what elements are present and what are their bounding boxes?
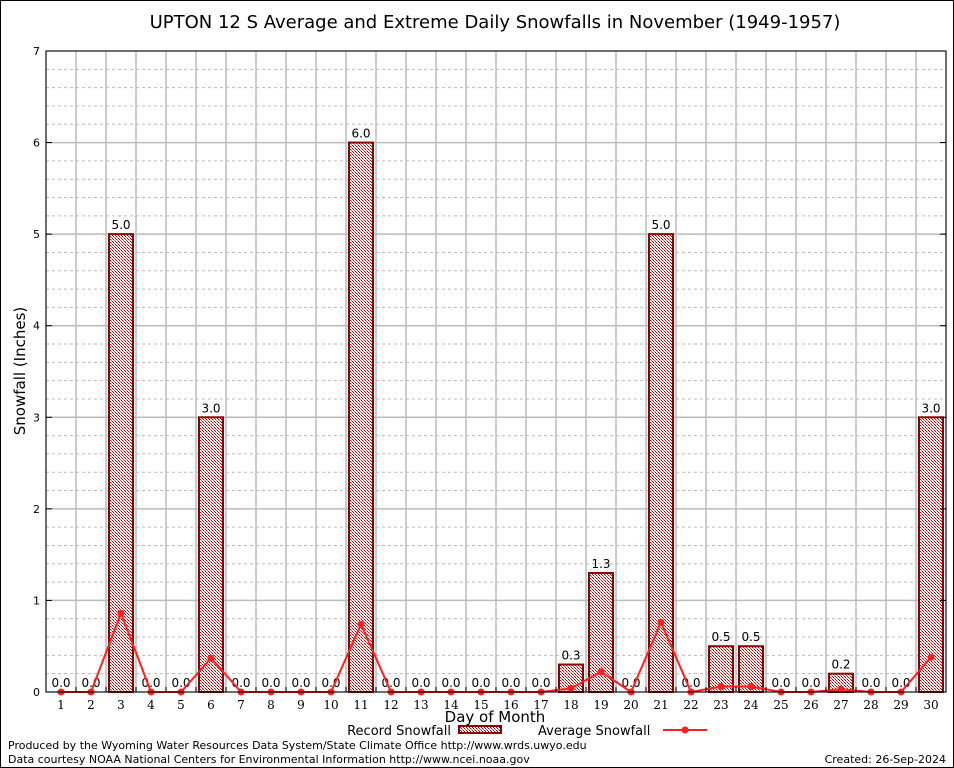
data-label: 0.0 <box>771 676 790 690</box>
chart-title: UPTON 12 S Average and Extreme Daily Sno… <box>150 12 841 33</box>
footer-created: Created: 26-Sep-2024 <box>824 753 946 766</box>
y-tick-label: 3 <box>33 411 40 424</box>
x-tick-label: 23 <box>713 698 728 712</box>
bar-record <box>108 233 134 693</box>
point-average <box>747 683 755 691</box>
data-label: 0.0 <box>261 676 280 690</box>
data-label: 0.0 <box>861 676 880 690</box>
point-average <box>357 620 365 628</box>
data-label: 0.5 <box>741 630 760 644</box>
x-tick-label: 30 <box>923 698 938 712</box>
point-average <box>837 685 845 693</box>
x-tick-label: 5 <box>177 698 185 712</box>
x-tick-label: 9 <box>297 698 305 712</box>
x-tick-label: 18 <box>563 698 578 712</box>
x-tick-label: 20 <box>623 698 638 712</box>
data-label: 0.0 <box>471 676 490 690</box>
x-tick-label: 10 <box>323 698 338 712</box>
legend: Record Snowfall Average Snowfall <box>347 724 707 739</box>
x-tick-label: 12 <box>383 698 398 712</box>
x-tick-label: 19 <box>593 698 608 712</box>
legend-swatch-record <box>458 725 502 734</box>
x-tick-label: 25 <box>773 698 788 712</box>
data-label: 3.0 <box>921 401 940 415</box>
footer-produced: Produced by the Wyoming Water Resources … <box>8 739 587 752</box>
x-tick-label: 13 <box>413 698 428 712</box>
y-tick-label: 5 <box>33 228 40 241</box>
data-label: 3.0 <box>201 401 220 415</box>
data-label: 0.2 <box>831 658 850 672</box>
data-label: 0.0 <box>801 676 820 690</box>
y-tick-label: 6 <box>33 137 40 150</box>
y-axis-label: Snowfall (Inches) <box>11 307 29 435</box>
legend-label-average: Average Snowfall <box>538 724 650 739</box>
y-tick-label: 7 <box>33 45 40 58</box>
x-tick-label: 14 <box>443 698 459 712</box>
x-tick-label: 7 <box>237 698 245 712</box>
x-tick-label: 15 <box>473 698 488 712</box>
point-average <box>657 618 665 626</box>
y-tick-label: 1 <box>33 594 40 607</box>
y-tick-label: 4 <box>33 320 40 333</box>
x-tick-label: 29 <box>893 698 908 712</box>
x-tick-label: 8 <box>267 698 275 712</box>
x-tick-label: 2 <box>87 698 95 712</box>
x-tick-label: 16 <box>503 698 518 712</box>
y-tick-label: 0 <box>33 686 40 699</box>
x-tick-label: 22 <box>683 698 698 712</box>
data-label: 0.0 <box>291 676 310 690</box>
x-tick-label: 24 <box>743 698 759 712</box>
data-label: 0.0 <box>141 676 160 690</box>
point-average <box>567 684 575 692</box>
x-tick-label: 17 <box>533 698 548 712</box>
data-label: 0.0 <box>501 676 520 690</box>
footer-courtesy: Data courtesy NOAA National Centers for … <box>8 753 530 766</box>
point-average <box>927 653 935 661</box>
point-average <box>597 668 605 676</box>
data-label: 0.0 <box>531 676 550 690</box>
data-label: 0.5 <box>711 630 730 644</box>
x-tick-label: 3 <box>117 698 125 712</box>
x-tick-label: 1 <box>57 698 65 712</box>
bar-record <box>918 416 944 693</box>
x-tick-label: 4 <box>147 698 155 712</box>
x-tick-label: 21 <box>653 698 668 712</box>
data-label: 6.0 <box>351 127 370 141</box>
data-label: 5.0 <box>111 218 130 232</box>
x-tick-label: 6 <box>207 698 215 712</box>
x-tick-label: 26 <box>803 698 818 712</box>
x-tick-label: 11 <box>353 698 368 712</box>
data-label: 0.0 <box>51 676 70 690</box>
x-tick-label: 27 <box>833 698 848 712</box>
data-label: 0.3 <box>561 649 580 663</box>
point-average <box>207 654 215 662</box>
bar-record <box>348 141 374 694</box>
y-tick-label: 2 <box>33 503 40 516</box>
data-label: 5.0 <box>651 218 670 232</box>
data-label: 0.0 <box>411 676 430 690</box>
x-tick-label: 28 <box>863 698 878 712</box>
legend-label-record: Record Snowfall <box>347 724 451 739</box>
x-axis-label: Day of Month <box>445 708 546 726</box>
data-label: 0.0 <box>441 676 460 690</box>
point-average <box>117 609 125 617</box>
point-average <box>717 683 725 691</box>
data-label: 0.0 <box>81 676 100 690</box>
bar-record <box>198 416 224 693</box>
data-label: 1.3 <box>591 557 610 571</box>
legend-marker-average <box>681 726 689 734</box>
